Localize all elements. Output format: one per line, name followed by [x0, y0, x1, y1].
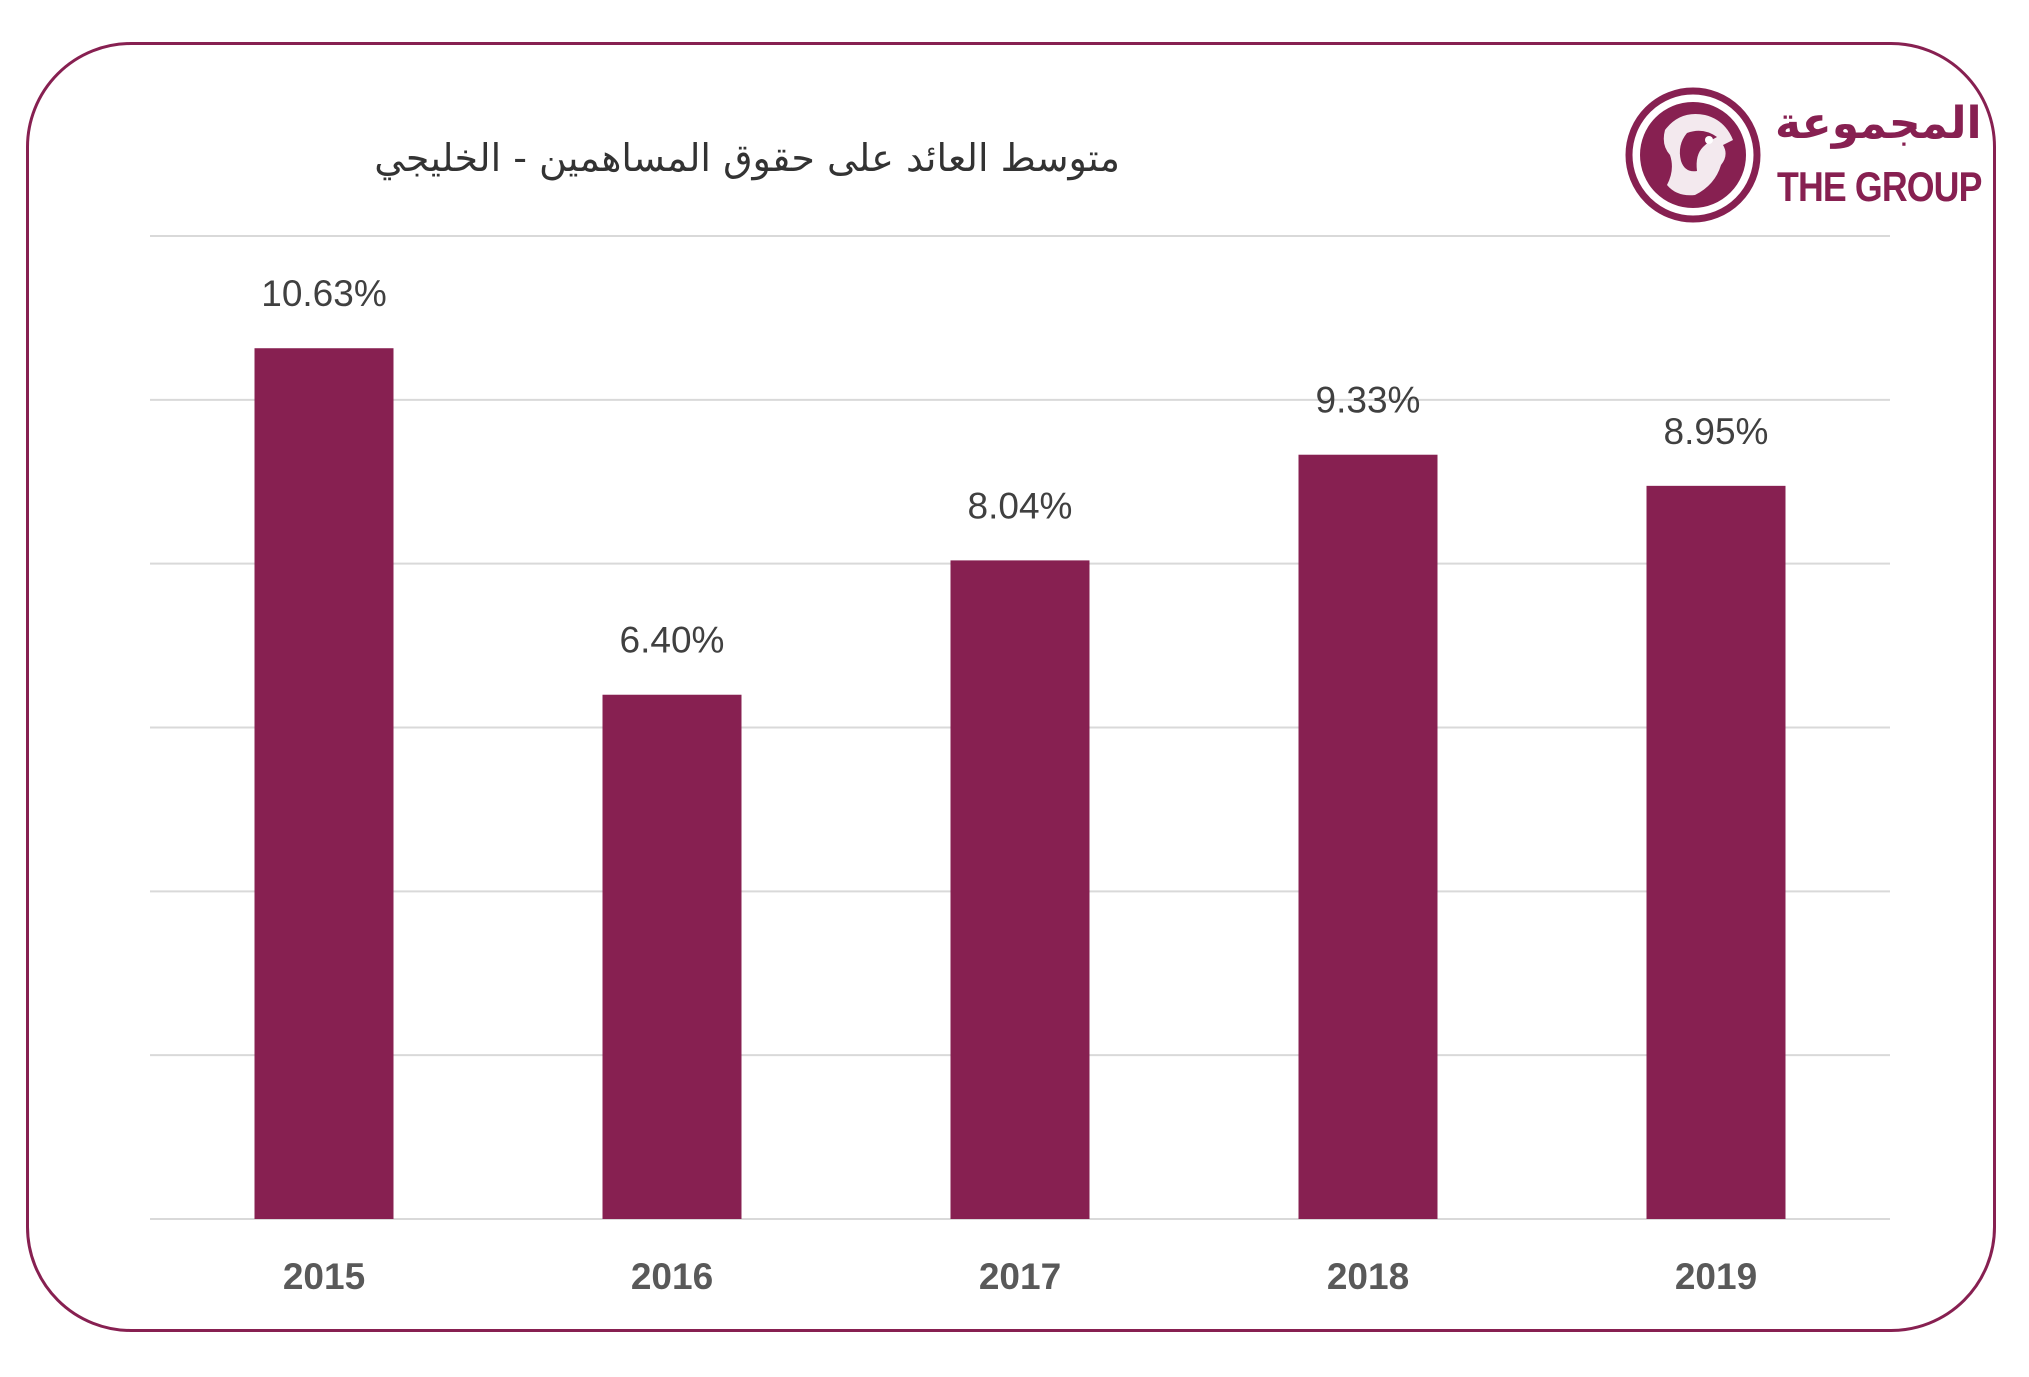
bar-2015: [254, 348, 394, 1219]
x-tick-label-2018: 2018: [1327, 1256, 1409, 1297]
bar-2019: [1646, 485, 1786, 1219]
data-label-2018: 9.33%: [1316, 380, 1421, 421]
data-label-2017: 8.04%: [968, 485, 1073, 526]
chart-title: متوسط العائد على حقوق المساهمين - الخليج…: [374, 136, 1120, 180]
chart-frame: [26, 42, 1996, 1332]
x-tick-label-2016: 2016: [631, 1256, 713, 1297]
x-axis-ticks: 2015 2016 2017 2018 2019: [283, 1256, 1757, 1297]
x-tick-label-2019: 2019: [1675, 1256, 1757, 1297]
bar-2018: [1298, 454, 1438, 1219]
bars: [254, 348, 1786, 1219]
data-label-2019: 8.95%: [1664, 411, 1769, 452]
data-labels: 10.63% 6.40% 8.04% 9.33% 8.95%: [261, 273, 1768, 661]
logo-english-text: THE GROUP: [1777, 163, 1982, 210]
x-tick-label-2017: 2017: [979, 1256, 1061, 1297]
bar-2016: [602, 694, 742, 1219]
x-tick-label-2015: 2015: [283, 1256, 365, 1297]
falcon-emblem-icon: [1625, 87, 1761, 223]
bar-2017: [950, 560, 1090, 1219]
data-label-2016: 6.40%: [620, 620, 725, 661]
logo-arabic-text: المجموعة: [1775, 98, 1982, 149]
data-label-2015: 10.63%: [261, 273, 387, 314]
company-logo: [1625, 85, 1965, 225]
